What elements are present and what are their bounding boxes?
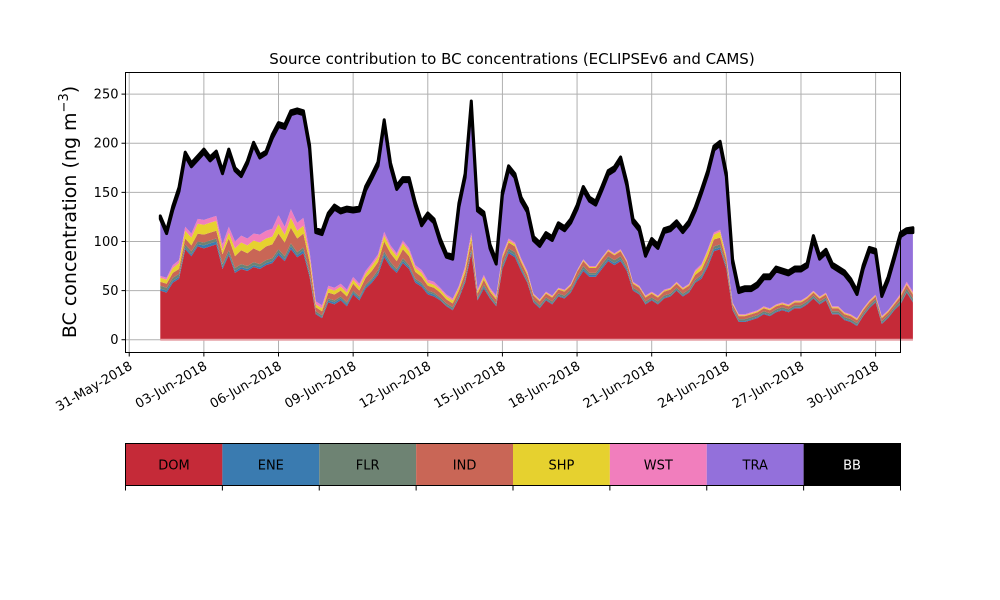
area-flr xyxy=(160,238,913,325)
y-axis-label-main: BC concentration (ng m xyxy=(59,112,81,338)
legend-label-wst: WST xyxy=(644,459,673,474)
x-tick-label: 27-Jun-2018 xyxy=(730,359,807,412)
y-tick-label: 200 xyxy=(94,137,119,152)
y-tick-label: 250 xyxy=(94,88,119,103)
x-tick-label: 15-Jun-2018 xyxy=(432,359,509,412)
x-tick-label: 31-May-2018 xyxy=(54,359,136,415)
legend-label-shp: SHP xyxy=(549,459,575,474)
y-tick-label: 150 xyxy=(94,186,119,201)
legend-label-ind: IND xyxy=(453,459,477,474)
y-axis-label: BC concentration (ng m−3) xyxy=(57,86,81,338)
legend-swatch-ind xyxy=(416,443,513,486)
legend-label-ene: ENE xyxy=(258,459,284,474)
area-shp xyxy=(160,217,913,321)
x-tick-label: 09-Jun-2018 xyxy=(282,359,359,412)
chart-title: Source contribution to BC concentrations… xyxy=(269,50,754,68)
x-tick-label: 06-Jun-2018 xyxy=(208,359,285,412)
area-wst xyxy=(160,209,913,320)
x-tick-label: 30-Jun-2018 xyxy=(805,359,882,412)
legend-swatch-bb xyxy=(803,443,901,486)
y-axis-label-exponent: −3 xyxy=(57,93,72,112)
legend-swatch-flr xyxy=(319,443,417,486)
x-tick-label: 18-Jun-2018 xyxy=(506,359,583,412)
legend-swatch-dom xyxy=(125,443,223,486)
legend-label-bb: BB xyxy=(843,459,861,474)
y-tick-label: 100 xyxy=(94,235,119,250)
x-tick-label: 03-Jun-2018 xyxy=(133,359,210,412)
y-axis: 0 50 100 150 200 250 xyxy=(94,88,126,348)
legend-label-flr: FLR xyxy=(356,459,380,474)
x-tick-label: 21-Jun-2018 xyxy=(581,359,658,412)
stacked-areas xyxy=(158,99,915,341)
y-axis-label-suffix: ) xyxy=(59,86,81,93)
legend-colorbar: DOM ENE FLR IND SHP WST TRA BB xyxy=(125,443,901,491)
area-bb xyxy=(158,99,915,298)
x-axis: 31-May-201803-Jun-201806-Jun-201809-Jun-… xyxy=(54,352,882,415)
legend-swatch-wst xyxy=(609,443,707,486)
x-tick-label: 24-Jun-2018 xyxy=(656,359,733,412)
legend-swatch-shp xyxy=(513,443,610,486)
legend-frame xyxy=(125,443,901,486)
legend-swatch-ene xyxy=(222,443,320,486)
y-tick-label: 50 xyxy=(102,284,119,299)
area-dom xyxy=(160,244,913,340)
legend-swatch-tra xyxy=(706,443,804,486)
area-ind xyxy=(160,227,913,323)
plot-frame xyxy=(125,72,901,353)
x-tick-label: 12-Jun-2018 xyxy=(357,359,434,412)
legend-label-tra: TRA xyxy=(742,459,768,474)
legend-label-dom: DOM xyxy=(158,459,189,474)
y-tick-label: 0 xyxy=(110,333,118,348)
area-tra xyxy=(160,104,913,319)
area-ene xyxy=(160,241,913,326)
